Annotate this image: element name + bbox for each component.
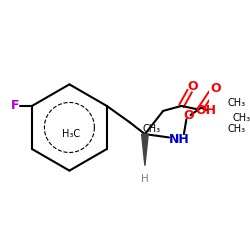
Text: O: O [187, 80, 198, 93]
Text: OH: OH [196, 104, 217, 118]
Text: NH: NH [168, 132, 189, 145]
Text: CH₃: CH₃ [233, 112, 250, 122]
Text: O: O [184, 108, 194, 122]
Polygon shape [142, 134, 148, 166]
Text: H₃C: H₃C [62, 129, 80, 139]
Text: O: O [210, 82, 221, 95]
Text: CH₃: CH₃ [228, 98, 246, 108]
Text: H: H [141, 174, 149, 184]
Text: F: F [10, 100, 19, 112]
Text: CH₃: CH₃ [228, 124, 246, 134]
Text: CH₃: CH₃ [142, 124, 160, 134]
